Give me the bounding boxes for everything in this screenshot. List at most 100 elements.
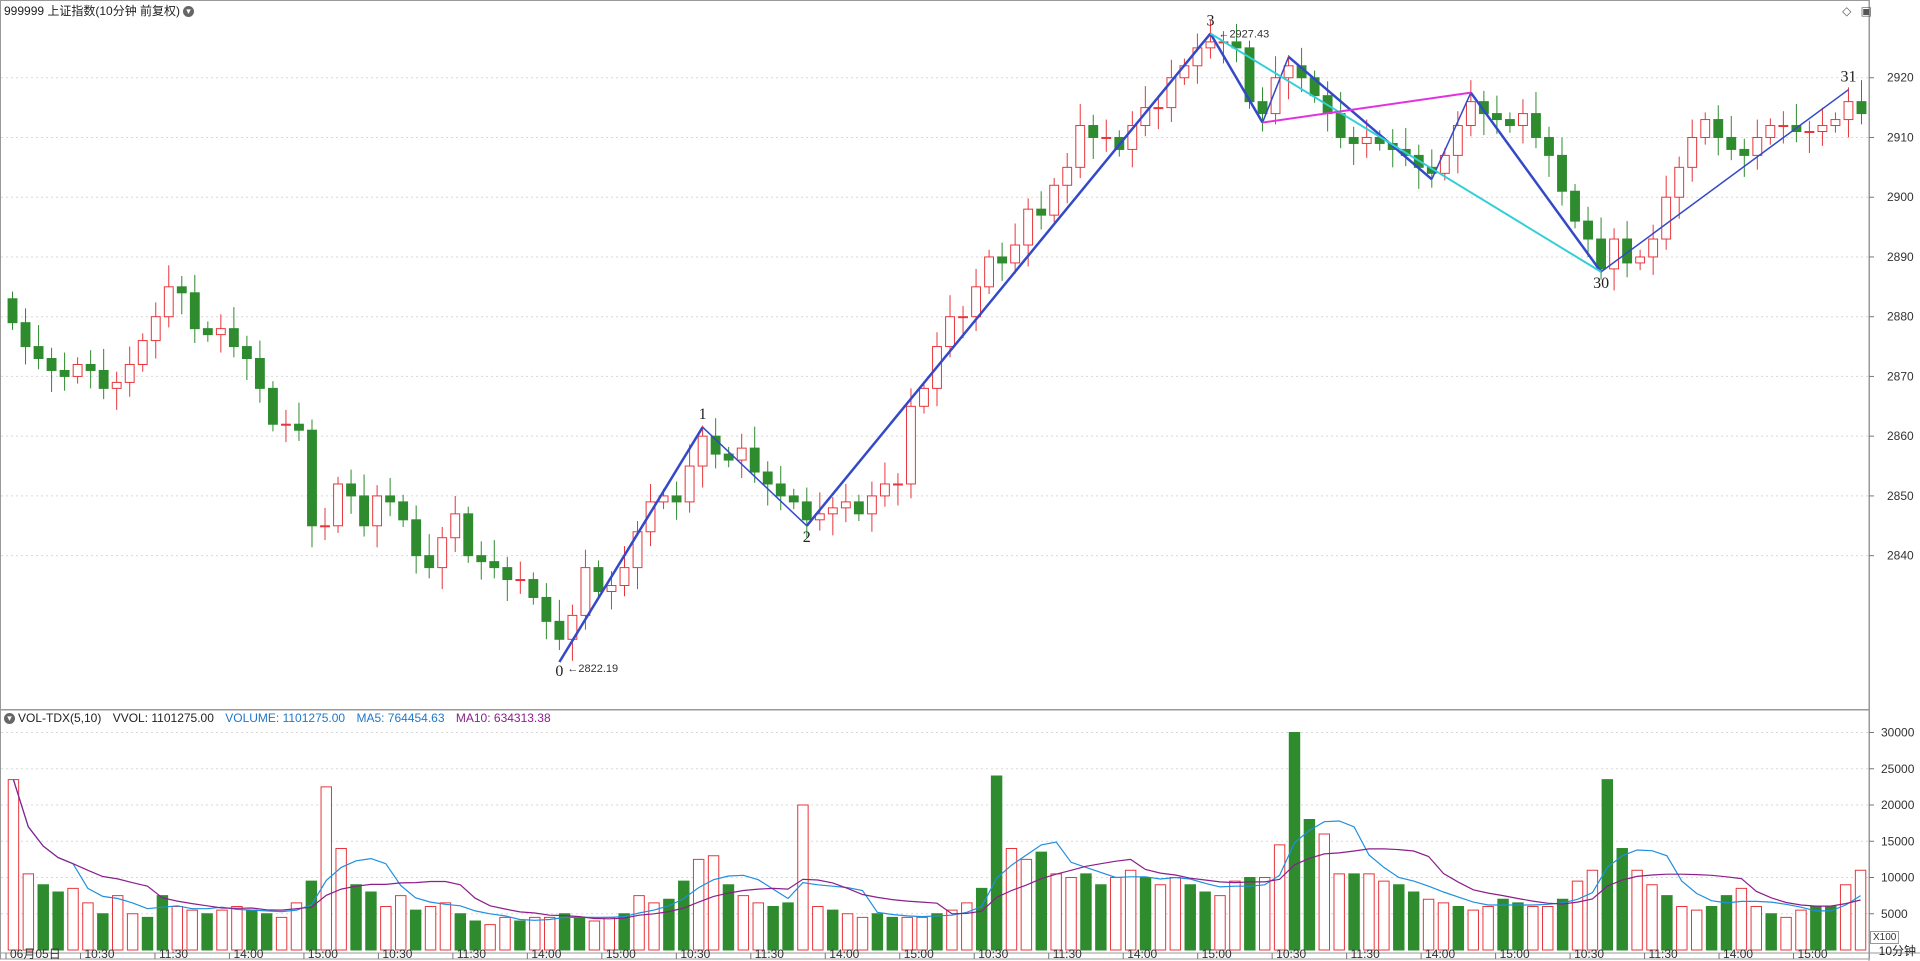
candle-body	[762, 471, 773, 485]
volume-bar	[1050, 873, 1062, 951]
volume-bar	[1586, 869, 1599, 951]
candle-body	[541, 596, 552, 622]
volume-bar	[7, 779, 20, 951]
volume-bar	[1124, 869, 1137, 951]
volume-bar	[707, 855, 720, 951]
chevron-down-icon[interactable]: ▾	[4, 713, 15, 725]
candle-body	[1622, 238, 1633, 264]
candle-body	[502, 567, 513, 581]
candle-body	[1648, 238, 1659, 258]
volume-bar	[1333, 873, 1345, 951]
volume-bar	[603, 916, 616, 951]
volume-bar	[1527, 906, 1539, 951]
candle-body	[1075, 125, 1086, 168]
x-tick-label: 11:30	[1053, 947, 1082, 961]
candle-body	[971, 286, 981, 318]
volume-bar	[752, 902, 764, 951]
candle-body	[359, 495, 370, 527]
volume-bar	[454, 913, 467, 951]
volume-bar	[558, 913, 571, 951]
candle-body	[1726, 136, 1737, 150]
x-tick-label: 10:30	[1276, 947, 1306, 961]
candle-body	[137, 340, 148, 365]
volume-tick-label: 15000	[1881, 834, 1915, 848]
volume-bar	[692, 858, 705, 951]
price-tick-label: 2920	[1887, 71, 1914, 85]
candle-body	[1635, 256, 1646, 264]
volume-bar	[901, 916, 913, 951]
candle-body	[1439, 154, 1450, 174]
x-tick-label: 14:00	[233, 947, 263, 961]
volume-bar	[380, 906, 392, 951]
volume-bar	[469, 920, 481, 951]
candle-body	[411, 519, 422, 557]
volume-bar	[126, 913, 139, 951]
volume-bar	[1393, 884, 1405, 951]
candle-body	[241, 346, 252, 360]
volume-bar	[1512, 902, 1524, 951]
volume-bar	[424, 906, 437, 951]
volume-bar	[1720, 895, 1733, 951]
candle-body	[1335, 113, 1346, 138]
volume-bar	[514, 920, 526, 951]
x-tick-label: 10:30	[680, 947, 710, 961]
candle-body	[1518, 113, 1528, 127]
volume-bar	[1154, 884, 1167, 951]
volume-bar	[827, 909, 839, 951]
chevron-down-icon[interactable]: ▾	[183, 6, 195, 18]
volume-bar	[1452, 906, 1465, 951]
candle-body	[879, 483, 890, 497]
diamond-icon[interactable]: ◇	[1842, 4, 1852, 18]
candle-body	[372, 495, 383, 527]
volume-bar	[737, 895, 750, 951]
wave-line	[1469, 91, 1603, 273]
candle-body	[697, 435, 708, 467]
candle-body	[997, 256, 1008, 264]
candle-body	[333, 483, 343, 527]
volume-bar	[1348, 873, 1360, 951]
volume-bar	[529, 916, 541, 951]
volume-bar	[275, 916, 288, 951]
candle-body	[1465, 101, 1476, 127]
volume-bar	[82, 902, 94, 951]
volume-bar	[1214, 895, 1226, 951]
volume-bar	[916, 916, 928, 951]
price-tick-label: 2880	[1887, 310, 1914, 324]
volume-bar	[112, 895, 124, 951]
candle-body	[20, 322, 31, 348]
volume-tick-label: 30000	[1881, 726, 1915, 740]
candle-body	[958, 316, 968, 319]
ma10-value: MA10: 634313.38	[455, 711, 551, 725]
candle-body	[853, 501, 864, 515]
wave-label: 2	[803, 529, 811, 546]
candle-body	[346, 483, 356, 497]
candle-body	[866, 495, 877, 515]
x-tick-label: 14:00	[1127, 947, 1157, 961]
volume-bar	[1035, 851, 1047, 951]
candle-body	[801, 501, 812, 521]
candle-body	[1739, 148, 1750, 156]
volume-bar	[886, 916, 899, 951]
volume-bar	[1005, 848, 1018, 951]
candle-body	[606, 585, 617, 592]
volume-bar	[67, 887, 79, 951]
x-tick-label: 15:00	[1202, 947, 1232, 961]
candle-body	[424, 555, 435, 569]
x-tick-label: 15:00	[308, 947, 338, 961]
volume-bar	[1273, 844, 1286, 951]
candle-body	[528, 579, 539, 598]
candle-body	[1700, 119, 1711, 138]
wave-label: 0	[555, 663, 563, 680]
candle-body	[749, 447, 760, 473]
volume-bar	[1363, 873, 1375, 951]
period-label[interactable]: 10分钟	[1878, 944, 1916, 958]
candle-body	[294, 423, 304, 431]
volume-bar	[588, 920, 601, 951]
x-tick-label: 15:00	[904, 947, 934, 961]
volume-tick-label: 25000	[1881, 762, 1915, 776]
panel-toggle-icon[interactable]: ▣	[1860, 4, 1872, 18]
candle-body	[710, 435, 721, 455]
volume-bar	[573, 916, 586, 951]
price-tick-label: 2870	[1887, 369, 1914, 383]
